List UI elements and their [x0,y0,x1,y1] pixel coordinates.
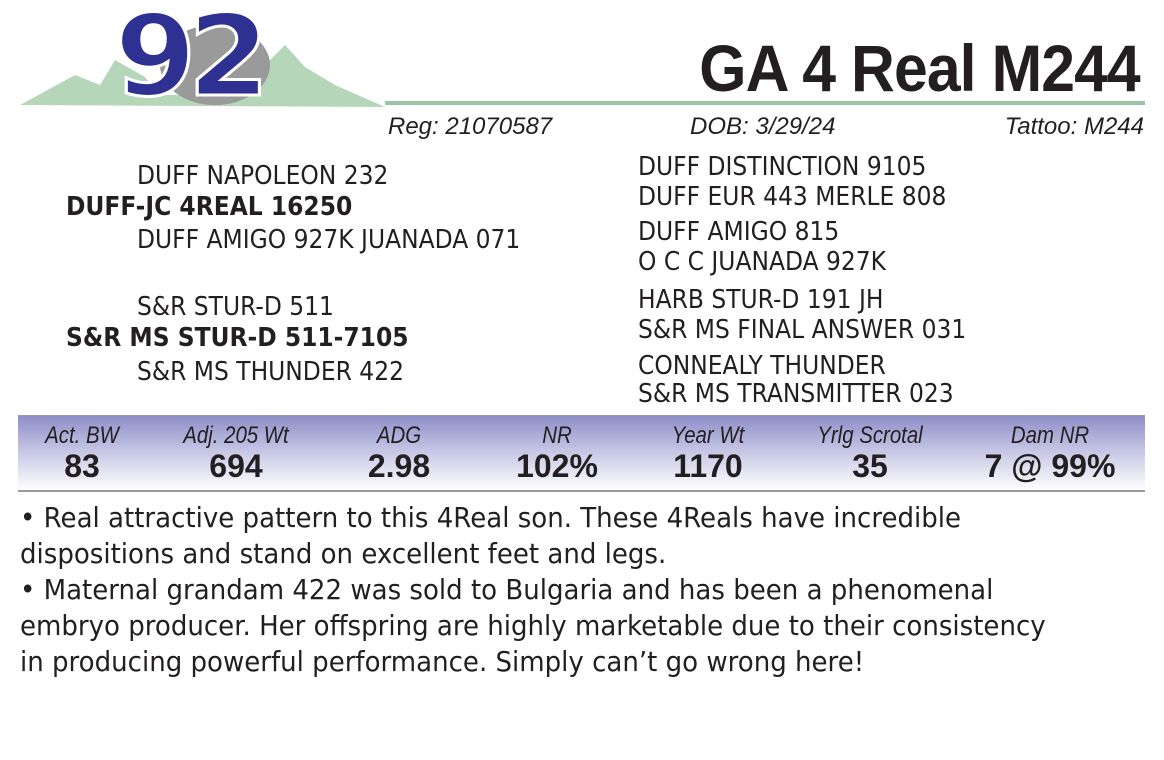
stat-act-bw: Act. BW 83 [7,416,157,485]
page-title: GA 4 Real M244 [699,31,1141,105]
stats-band: Act. BW 83 Adj. 205 Wt 694 ADG 2.98 NR 102% … [18,415,1145,492]
mountains-icon [20,25,385,107]
note: • Maternal grandam 422 was sold to Bulga… [20,573,1046,678]
tattoo: Tattoo: M244 [1004,113,1144,140]
dam: S&R MS STUR-D 511-7105 [66,323,409,353]
lot-number: 92 [113,0,271,124]
stat-value: 2.98 [367,448,431,484]
stat-value: 7 @ 99% [984,448,1116,484]
dam-dam-sire: CONNEALY THUNDER [638,351,886,381]
stat-scrotal: Yrlg Scrotal 35 [795,416,945,485]
stat-nr: NR 102% [482,416,632,485]
sire: DUFF-JC 4REAL 16250 [66,192,353,222]
sire-sire-sire: DUFF DISTINCTION 9105 [638,152,927,182]
stat-value: 1170 [673,448,743,484]
dam-sire-sire: HARB STUR-D 191 JH [638,285,884,315]
stat-value: 35 [852,448,888,484]
stat-value: 83 [64,448,100,484]
stat-label: Dam NR [1010,422,1090,449]
notes: • Real attractive pattern to this 4Real … [20,500,1071,680]
stat-label: Year Wt [671,422,745,449]
sire-sire: DUFF NAPOLEON 232 [137,161,389,191]
stat-dam-nr: Dam NR 7 @ 99% [975,416,1125,485]
divider [385,101,1145,105]
stat-year-wt: Year Wt 1170 [633,416,783,485]
stat-value: 694 [209,448,263,484]
sire-dam: DUFF AMIGO 927K JUANADA 071 [137,225,521,255]
dam-sire-dam: S&R MS FINAL ANSWER 031 [638,315,967,345]
stat-adg: ADG 2.98 [324,416,474,485]
sire-dam-dam: O C C JUANADA 927K [638,247,887,277]
stat-label: NR [542,422,572,449]
dam-dam-dam: S&R MS TRANSMITTER 023 [638,379,954,409]
dam-dam: S&R MS THUNDER 422 [137,357,404,387]
stat-label: ADG [376,422,422,449]
dob: DOB: 3/29/24 [690,113,836,140]
stat-label: Yrlg Scrotal [817,422,923,449]
note: • Real attractive pattern to this 4Real … [20,501,962,570]
reg-number: Reg: 21070587 [388,113,553,140]
dam-sire: S&R STUR-D 511 [137,292,334,322]
logo [15,5,385,115]
stat-adj-205: Adj. 205 Wt 694 [161,416,311,485]
sire-dam-sire: DUFF AMIGO 815 [638,217,840,247]
stat-label: Act. BW [45,422,119,449]
stat-value: 102% [516,448,598,484]
stat-label: Adj. 205 Wt [183,422,289,449]
sire-sire-dam: DUFF EUR 443 MERLE 808 [638,182,947,212]
